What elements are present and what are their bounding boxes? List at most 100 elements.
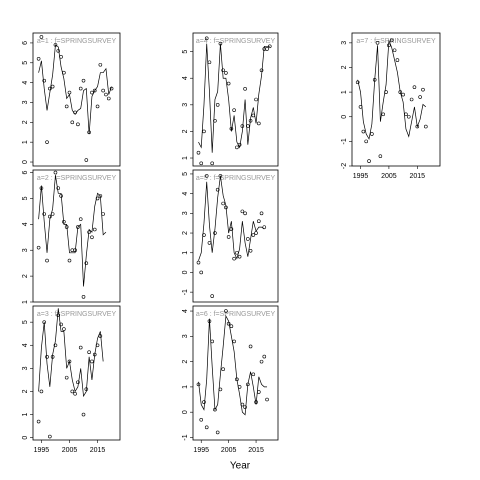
y-tick-label: 1 xyxy=(22,140,29,144)
data-point xyxy=(204,425,209,430)
y-tick-label: -1 xyxy=(182,289,189,295)
data-point xyxy=(412,85,417,89)
y-tick-label: 5 xyxy=(22,196,29,200)
y-tick-label: 6 xyxy=(22,171,29,175)
y-tick-label: 4 xyxy=(22,81,29,85)
data-point xyxy=(45,140,49,144)
y-tick-label: 5 xyxy=(22,61,29,65)
data-point xyxy=(56,313,61,318)
fit-line xyxy=(38,308,104,398)
data-point xyxy=(39,35,44,39)
data-point xyxy=(226,81,231,86)
data-point xyxy=(254,97,258,102)
data-point xyxy=(361,129,366,134)
data-point xyxy=(64,375,69,380)
x-tick-label: 2005 xyxy=(62,447,78,454)
data-point xyxy=(224,71,228,75)
data-point xyxy=(409,97,414,102)
y-tick-label: 0 xyxy=(341,115,348,119)
panel-title: a=5 : f=SPRINGSURVEY xyxy=(196,175,276,182)
data-point xyxy=(84,158,89,162)
data-point xyxy=(81,295,86,299)
y-tick-label: 4 xyxy=(182,309,189,313)
data-point xyxy=(248,344,253,349)
data-point xyxy=(67,90,72,95)
y-tick-label: 2 xyxy=(22,389,29,393)
panel-frame xyxy=(192,32,279,167)
data-point xyxy=(81,412,86,417)
data-point xyxy=(45,355,49,359)
data-point xyxy=(364,139,368,144)
data-point xyxy=(78,217,83,221)
data-point xyxy=(370,132,374,136)
data-point xyxy=(232,108,236,112)
data-point xyxy=(67,258,72,263)
data-point xyxy=(76,122,80,127)
fit-line xyxy=(198,43,270,153)
data-point xyxy=(251,372,256,377)
y-tick-label: -2 xyxy=(341,163,348,169)
data-point xyxy=(39,389,44,394)
data-point xyxy=(395,58,400,62)
panel-title: a=3 : f=SPRINGSURVEY xyxy=(37,311,117,318)
panel-frame xyxy=(192,305,279,441)
data-point xyxy=(92,227,97,232)
data-point xyxy=(90,359,94,364)
data-point xyxy=(53,343,58,348)
y-tick-label: 5 xyxy=(182,172,189,176)
data-point xyxy=(204,36,209,41)
data-point xyxy=(59,322,63,327)
y-tick-label: 3 xyxy=(22,366,29,370)
y-tick-label: 1 xyxy=(22,413,29,417)
x-tick-label: 2015 xyxy=(410,173,426,180)
y-tick-label: 3 xyxy=(22,248,29,252)
x-tick-label: 2015 xyxy=(248,447,264,454)
fit-line xyxy=(357,40,427,140)
data-point xyxy=(406,114,411,119)
data-point xyxy=(73,391,77,396)
y-tick-label: 1 xyxy=(22,300,29,304)
data-point xyxy=(76,380,80,385)
data-point xyxy=(101,88,105,93)
y-tick-label: 1 xyxy=(182,385,189,389)
data-point xyxy=(101,212,105,216)
panel-frame xyxy=(32,305,121,441)
y-tick-label: 5 xyxy=(182,50,189,54)
data-point xyxy=(221,367,225,372)
data-point xyxy=(202,233,206,237)
data-point xyxy=(265,397,269,402)
data-point xyxy=(229,324,234,329)
data-point xyxy=(392,48,397,53)
data-point xyxy=(243,87,247,91)
data-point xyxy=(254,231,258,235)
data-point xyxy=(215,430,220,435)
data-point xyxy=(95,196,100,201)
x-tick-label: 1995 xyxy=(353,173,369,180)
data-point xyxy=(421,87,425,92)
x-tick-label: 1995 xyxy=(193,447,209,454)
data-point xyxy=(259,68,264,73)
data-point xyxy=(36,57,41,61)
data-point xyxy=(98,62,103,67)
y-tick-label: 4 xyxy=(182,76,189,80)
data-point xyxy=(56,186,61,190)
data-point xyxy=(248,248,253,253)
data-point xyxy=(95,104,100,109)
data-point xyxy=(204,174,209,178)
y-tick-label: 2 xyxy=(341,65,348,69)
fit-line xyxy=(198,314,268,416)
data-point xyxy=(199,161,204,166)
y-tick-label: 0 xyxy=(22,160,29,164)
data-point xyxy=(78,345,83,350)
data-point xyxy=(78,86,83,91)
x-tick-label: 2005 xyxy=(221,447,237,454)
fit-line xyxy=(198,175,265,261)
data-point xyxy=(232,339,236,344)
panel-title: a=4 : f=SPRINGSURVEY xyxy=(196,38,276,45)
data-point xyxy=(367,159,371,163)
data-point xyxy=(199,270,204,275)
data-point xyxy=(226,235,231,239)
y-tick-label: 5 xyxy=(22,320,29,324)
data-point xyxy=(215,103,220,107)
